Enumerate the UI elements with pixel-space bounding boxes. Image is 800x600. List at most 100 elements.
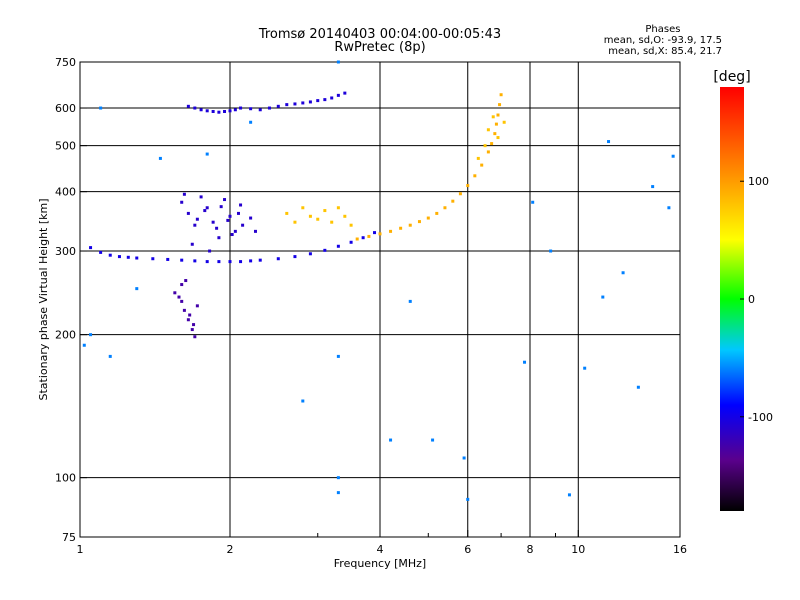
phase-stats-o: mean, sd,O: -93.9, 17.5 <box>603 35 722 46</box>
data-point <box>217 236 221 240</box>
data-point <box>323 98 327 102</box>
data-point <box>293 220 297 224</box>
data-point <box>636 385 640 389</box>
data-point <box>158 156 162 160</box>
data-point <box>217 260 221 264</box>
data-point <box>308 100 312 104</box>
data-point <box>494 122 498 126</box>
data-point <box>182 308 186 312</box>
data-point <box>193 106 197 110</box>
data-point <box>462 456 466 460</box>
data-point <box>583 366 587 370</box>
data-point <box>330 220 334 224</box>
data-point <box>316 217 320 221</box>
data-point <box>151 257 155 261</box>
data-point <box>491 115 495 119</box>
data-point <box>323 209 327 213</box>
data-point <box>531 200 535 204</box>
data-point <box>473 174 477 178</box>
data-point <box>239 106 243 110</box>
x-tick-label: 1 <box>77 543 84 556</box>
data-point <box>336 476 340 480</box>
data-point <box>205 206 209 210</box>
x-tick-label: 4 <box>377 543 384 556</box>
data-point <box>249 216 253 220</box>
data-point <box>323 248 327 252</box>
data-point <box>483 144 487 148</box>
y-tick-label: 750 <box>55 56 76 69</box>
data-point <box>190 242 194 246</box>
data-point <box>301 101 305 105</box>
data-point <box>671 154 675 158</box>
data-point <box>490 142 494 146</box>
data-point <box>135 287 139 291</box>
data-point <box>316 99 320 103</box>
data-point <box>601 295 605 299</box>
data-point <box>367 234 371 238</box>
data-point <box>253 229 257 233</box>
data-point <box>173 291 177 295</box>
data-point <box>190 328 194 332</box>
x-tick-label: 6 <box>464 543 471 556</box>
data-point <box>466 497 470 501</box>
data-point <box>192 323 196 327</box>
data-point <box>228 260 232 264</box>
data-point <box>285 211 289 215</box>
data-point <box>226 218 230 222</box>
data-point <box>336 60 340 64</box>
data-point <box>336 93 340 97</box>
data-point <box>496 136 500 140</box>
data-point <box>199 108 203 112</box>
data-point <box>355 237 359 241</box>
data-point <box>188 313 192 317</box>
data-point <box>182 192 186 196</box>
data-point <box>343 91 347 95</box>
data-point <box>443 206 447 210</box>
data-point <box>466 184 470 188</box>
y-tick-label: 400 <box>55 186 76 199</box>
data-point <box>205 109 209 113</box>
y-tick-label: 600 <box>55 102 76 115</box>
data-point <box>336 206 340 210</box>
data-point <box>285 103 289 107</box>
y-tick-label: 300 <box>55 245 76 258</box>
data-point <box>89 246 93 250</box>
phase-stats: Phases mean, sd,O: -93.9, 17.5 mean, sd,… <box>604 24 722 57</box>
data-point <box>523 360 527 364</box>
data-point <box>180 283 184 287</box>
data-point <box>228 214 232 218</box>
data-point <box>498 103 502 107</box>
y-tick-label: 500 <box>55 140 76 153</box>
data-point <box>249 107 253 111</box>
chart-title: Tromsø 20140403 00:04:00-00:05:43 <box>258 27 502 42</box>
data-point <box>426 216 430 220</box>
data-point <box>607 140 611 144</box>
y-tick-label: 75 <box>62 531 76 544</box>
data-point <box>186 318 190 322</box>
data-point <box>99 250 103 254</box>
data-point <box>239 260 243 264</box>
y-tick-label: 100 <box>55 472 76 485</box>
data-point <box>211 109 215 113</box>
data-point <box>343 214 347 218</box>
data-point <box>180 200 184 204</box>
data-point <box>219 205 223 209</box>
data-point <box>258 258 262 262</box>
data-point <box>82 343 86 347</box>
data-point <box>117 255 121 259</box>
data-point <box>236 211 240 215</box>
data-point <box>223 109 227 113</box>
data-point <box>193 259 197 263</box>
x-tick-label: 16 <box>673 543 687 556</box>
data-point <box>258 108 262 112</box>
data-point <box>308 252 312 256</box>
data-point <box>228 109 232 113</box>
data-point <box>499 93 503 97</box>
data-point <box>249 120 253 124</box>
data-point <box>249 259 253 263</box>
colorbar-label: [deg] <box>713 69 750 85</box>
data-point <box>186 104 190 108</box>
data-point <box>502 120 506 124</box>
y-axis-label: Stationary phase Virtual Height [km] <box>37 198 50 400</box>
